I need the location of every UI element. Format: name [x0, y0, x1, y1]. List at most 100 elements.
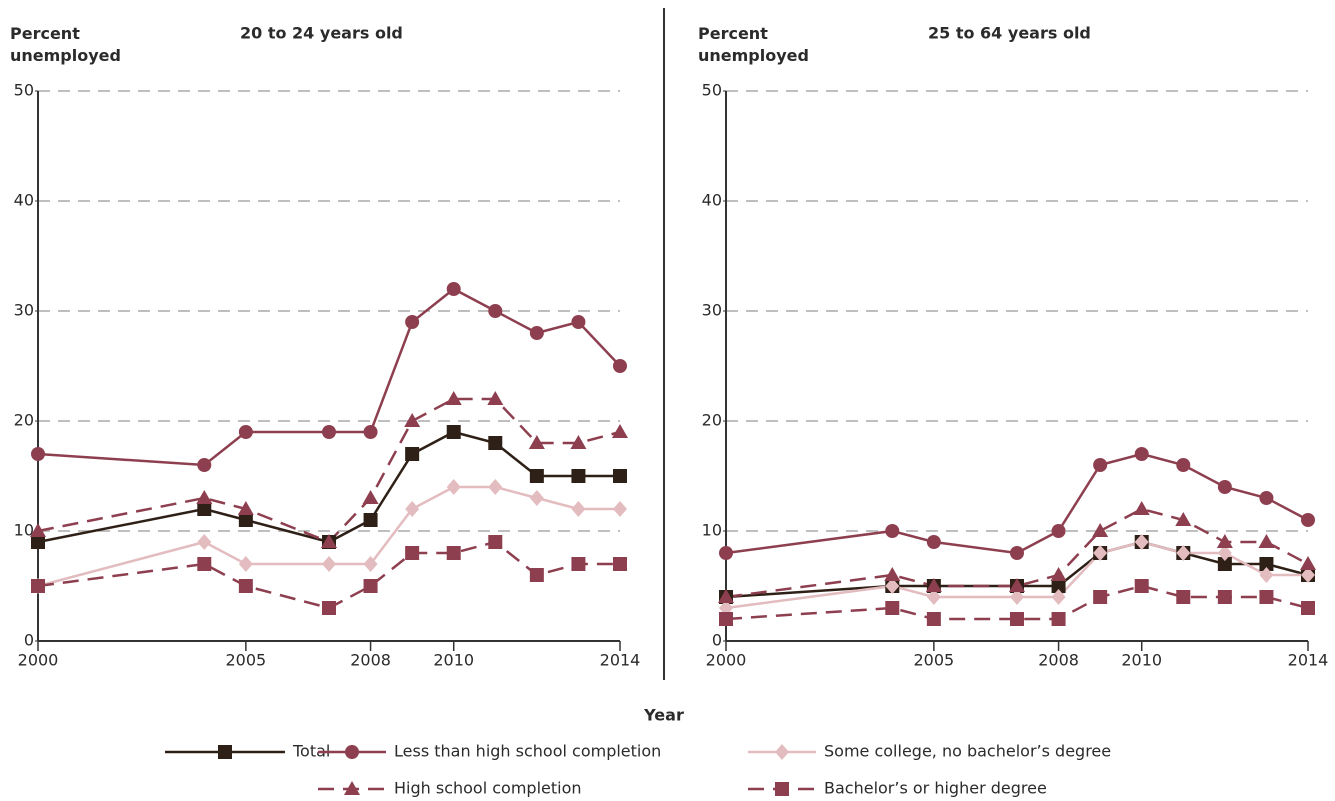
x-tick-label: 2000	[706, 651, 747, 670]
legend-marker	[345, 745, 359, 759]
marker	[488, 304, 503, 318]
marker	[1051, 589, 1066, 605]
x-tick-label: 2000	[18, 651, 59, 670]
marker	[363, 513, 378, 527]
marker	[719, 546, 733, 560]
legend-marker	[775, 782, 789, 796]
marker	[613, 501, 627, 517]
marker	[1216, 534, 1233, 548]
marker	[613, 359, 627, 373]
marker	[363, 579, 378, 593]
x-tick-label: 2005	[225, 651, 266, 670]
marker	[405, 315, 420, 329]
marker	[30, 523, 46, 537]
marker	[405, 447, 420, 461]
marker	[613, 469, 627, 483]
marker	[488, 479, 503, 495]
x-tick-label: 2008	[1038, 651, 1079, 670]
x-axis-label: Year	[643, 706, 684, 725]
marker	[1258, 534, 1275, 548]
x-tick-label: 2010	[433, 651, 474, 670]
marker	[885, 578, 900, 594]
marker	[446, 425, 461, 439]
marker	[446, 282, 461, 296]
marker	[363, 425, 378, 439]
x-tick-label: 2008	[350, 651, 391, 670]
marker	[1093, 590, 1108, 604]
marker	[405, 546, 420, 560]
marker	[1217, 557, 1232, 571]
marker	[1134, 579, 1149, 593]
marker	[612, 424, 628, 438]
marker	[446, 546, 461, 560]
legend-marker	[218, 745, 232, 759]
marker	[238, 579, 253, 593]
marker	[529, 490, 544, 506]
marker	[1300, 556, 1316, 570]
marker	[238, 513, 253, 527]
legend-label: High school completion	[394, 779, 582, 798]
marker	[613, 557, 627, 571]
marker	[1009, 578, 1025, 592]
legend-label: Total	[292, 742, 330, 761]
marker	[1259, 567, 1274, 583]
marker	[1217, 480, 1232, 494]
marker	[322, 425, 336, 439]
marker	[1217, 590, 1232, 604]
y-axis-label: Percent unemployed	[698, 24, 809, 65]
marker	[31, 579, 45, 593]
marker	[487, 391, 504, 405]
marker	[926, 535, 941, 549]
marker	[571, 315, 586, 329]
legend-marker	[775, 744, 789, 760]
marker	[1134, 534, 1149, 550]
marker	[237, 501, 254, 515]
marker	[197, 458, 212, 472]
marker	[718, 589, 734, 603]
marker	[529, 326, 544, 340]
marker	[926, 612, 941, 626]
panel-title: 20 to 24 years old	[240, 24, 403, 43]
marker	[1092, 523, 1109, 537]
marker	[1259, 491, 1274, 505]
marker	[322, 601, 336, 615]
y-axis-label: Percent unemployed	[10, 24, 121, 65]
marker	[570, 435, 587, 449]
y-tick-label: 30	[702, 301, 722, 320]
marker	[488, 535, 503, 549]
y-tick-label: 10	[14, 521, 34, 540]
y-tick-label: 20	[14, 411, 34, 430]
y-tick-label: 40	[702, 191, 722, 210]
marker	[446, 479, 461, 495]
marker	[196, 490, 213, 504]
y-tick-label: 0	[712, 631, 722, 650]
series-line	[725, 452, 1309, 555]
legend-label: Some college, no bachelor’s degree	[824, 742, 1111, 761]
marker	[322, 556, 336, 572]
marker	[321, 534, 337, 548]
marker	[1217, 545, 1232, 561]
legend-label: Bachelor’s or higher degree	[824, 779, 1047, 798]
marker	[1176, 458, 1191, 472]
marker	[238, 425, 253, 439]
y-tick-label: 50	[702, 81, 722, 100]
marker	[1301, 601, 1315, 615]
y-tick-label: 20	[702, 411, 722, 430]
marker	[719, 612, 733, 626]
marker	[1133, 501, 1150, 515]
x-tick-label: 2005	[913, 651, 954, 670]
y-tick-label: 50	[14, 81, 34, 100]
marker	[884, 567, 901, 581]
y-tick-label: 10	[702, 521, 722, 540]
marker	[885, 601, 900, 615]
marker	[571, 469, 586, 483]
marker	[405, 501, 420, 517]
marker	[1010, 612, 1024, 626]
marker	[1010, 589, 1024, 605]
marker	[1093, 545, 1108, 561]
legend-marker	[344, 781, 360, 795]
marker	[1134, 447, 1149, 461]
y-tick-label: 40	[14, 191, 34, 210]
marker	[1259, 557, 1274, 571]
